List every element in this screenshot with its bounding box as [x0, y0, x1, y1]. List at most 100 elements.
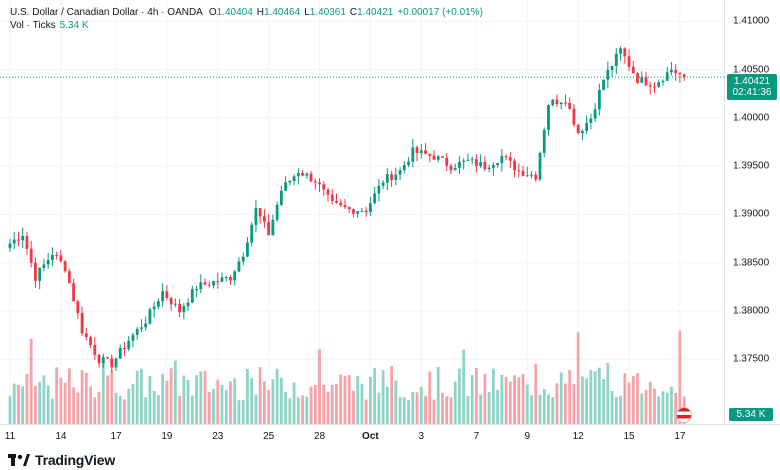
volume-bar — [114, 392, 118, 424]
volume-label[interactable]: Vol · Ticks — [10, 20, 56, 31]
candle-body — [110, 358, 114, 368]
time-axis[interactable]: 11 14 17 19 23 25 28 Oct 3 7 9 12 15 17 — [0, 424, 780, 447]
volume-bar — [428, 371, 432, 424]
volume-bar — [369, 376, 372, 424]
volume-bar — [445, 396, 449, 424]
candle-body — [229, 277, 232, 281]
chart-pane[interactable] — [0, 0, 724, 424]
open-value: 1.40404 — [216, 7, 253, 18]
candle-body — [97, 354, 101, 364]
candle-body — [534, 174, 538, 180]
candle-body — [101, 357, 105, 364]
price-tick-label: 1.40000 — [733, 112, 770, 124]
candle-body — [89, 337, 92, 345]
candle-body — [538, 152, 542, 180]
candle-body — [525, 175, 529, 177]
volume-bar — [161, 373, 165, 424]
candlestick-chart[interactable] — [0, 0, 724, 424]
volume-bar — [631, 375, 635, 424]
candle-body — [547, 105, 550, 130]
candle-body — [326, 189, 330, 195]
volume-bar — [93, 397, 97, 424]
volume-bar — [326, 391, 330, 424]
volume-bar — [309, 386, 313, 424]
current-price-value: 1.40421 — [733, 76, 771, 87]
volume-bar — [402, 397, 406, 424]
volume-bar — [190, 395, 194, 424]
candle-body — [322, 184, 326, 190]
candle-body — [246, 242, 249, 257]
price-axis[interactable]: 1.41000 1.40500 1.40000 1.39500 1.39000 1.385… — [724, 0, 780, 424]
volume-bar — [360, 383, 364, 424]
candle-body — [678, 73, 682, 75]
candle-body — [29, 248, 33, 263]
price-tick-label: 1.40500 — [733, 64, 770, 76]
volume-bar — [610, 390, 614, 424]
time-tick-label: 3 — [418, 431, 425, 442]
candle-body — [593, 109, 597, 119]
price-tick-label: 1.39500 — [733, 160, 770, 172]
time-tick-label: Oct — [362, 431, 379, 442]
candle-body — [568, 102, 572, 109]
volume-bar — [127, 388, 131, 424]
volume-bar — [517, 377, 521, 424]
candle-body — [644, 77, 648, 86]
close-label: C — [349, 7, 358, 18]
us-flag-icon[interactable] — [676, 407, 692, 423]
candle-body — [233, 271, 237, 281]
volume-bar — [169, 368, 173, 424]
candle-body — [135, 328, 139, 335]
candle-body — [653, 86, 656, 88]
volume-bar — [330, 384, 334, 424]
candle-body — [521, 171, 525, 177]
volume-bar — [619, 395, 622, 424]
low-value: 1.40361 — [309, 7, 346, 18]
volume-bar — [394, 380, 398, 424]
volume-bar — [284, 392, 287, 424]
time-tick-label: 19 — [161, 431, 173, 442]
candle-body — [8, 243, 12, 249]
volume-bar — [250, 377, 254, 424]
candle-body — [165, 291, 169, 298]
candle-body — [169, 297, 173, 305]
candle-body — [576, 124, 580, 134]
volume-bar — [530, 395, 533, 424]
candle-body — [487, 167, 491, 170]
candle-body — [453, 167, 457, 171]
volume-bar — [186, 379, 190, 424]
candle-body — [21, 235, 25, 241]
candle-body — [572, 108, 576, 125]
candle-body — [55, 254, 59, 256]
candle-body — [381, 182, 385, 186]
volume-value: 5.34 K — [59, 20, 89, 31]
volume-bar — [199, 371, 203, 424]
candle-body — [551, 99, 555, 106]
volume-bar — [648, 381, 652, 424]
volume-bar — [89, 386, 92, 424]
candle-body — [517, 170, 521, 172]
candle-body — [360, 210, 364, 212]
tradingview-logo[interactable]: TradingView — [8, 452, 115, 468]
volume-bar — [224, 389, 228, 424]
volume-bar — [220, 384, 224, 424]
candle-body — [258, 208, 262, 217]
volume-bar — [547, 394, 550, 424]
volume-bar — [449, 397, 453, 424]
volume-bar — [602, 379, 605, 424]
volume-bar — [670, 386, 673, 424]
candle-body — [292, 176, 296, 182]
volume-bar — [165, 380, 169, 424]
volume-bar — [347, 375, 351, 424]
candle-body — [161, 291, 165, 302]
volume-bar — [627, 382, 631, 424]
candle-body — [640, 77, 644, 83]
candle-body — [140, 327, 143, 329]
candle-body — [38, 267, 42, 281]
volume-bar — [237, 400, 241, 424]
volume-bar — [131, 383, 135, 424]
volume-bar — [593, 371, 597, 424]
bar-countdown: 02:41:36 — [732, 87, 772, 98]
volume-bar — [42, 375, 46, 424]
symbol-title[interactable]: U.S. Dollar / Canadian Dollar · 4h · OAN… — [10, 7, 203, 18]
volume-bar — [101, 360, 105, 424]
